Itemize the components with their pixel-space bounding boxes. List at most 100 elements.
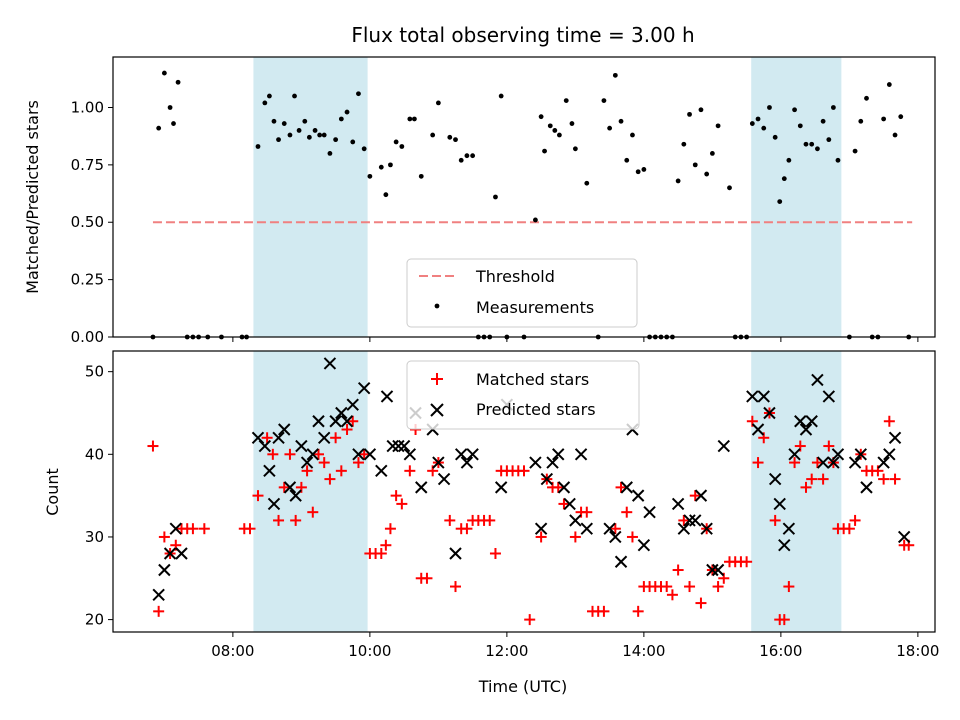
measurement-point: [864, 95, 869, 101]
predicted-star-point: [773, 497, 786, 511]
matched-stars-series: [147, 407, 915, 626]
measurement-point: [493, 194, 498, 200]
predicted-star-point: [392, 439, 405, 453]
matched-star-point: [273, 514, 285, 526]
measurement-point: [820, 118, 826, 124]
predicted-star-point: [689, 514, 702, 527]
predicted-star-point: [494, 481, 508, 494]
measurement-point: [393, 139, 399, 145]
measurement-point: [584, 180, 590, 186]
shaded-interval-2: [751, 57, 842, 337]
predicted-star-point: [289, 489, 302, 502]
matched-star-point: [252, 490, 264, 502]
measurement-point: [803, 141, 809, 147]
measurement-point: [681, 141, 687, 147]
measurement-point: [327, 150, 333, 156]
matched-star-point: [615, 481, 627, 493]
predicted-star-point: [603, 522, 616, 535]
predicted-star-point: [263, 464, 276, 478]
predicted-star-point: [860, 481, 873, 494]
matched-star-point: [244, 523, 256, 535]
predicted-star-point: [380, 390, 394, 403]
measurement-point: [458, 157, 464, 163]
predicted-star-point: [415, 481, 428, 494]
matched-star-point: [817, 473, 829, 485]
matched-star-point: [598, 605, 610, 617]
matched-star-point: [324, 473, 336, 485]
predicted-star-point: [272, 431, 285, 444]
matched-star-point: [569, 531, 581, 543]
measurement-point: [542, 148, 547, 154]
measurement-point: [312, 128, 318, 133]
measurement-point: [430, 132, 436, 138]
measurement-point: [709, 150, 715, 156]
measurement-point: [333, 137, 339, 143]
predicted-star-point: [569, 514, 582, 527]
measurement-point: [317, 132, 323, 138]
measurement-point: [338, 116, 344, 122]
matched-star-point: [347, 415, 359, 427]
measurement-point: [687, 111, 692, 117]
bottom-y-tick-label: 40: [85, 445, 104, 463]
measurement-point: [267, 93, 272, 99]
measurement-point: [715, 123, 721, 129]
measurement-point: [321, 132, 327, 138]
predicted-star-point: [794, 415, 807, 428]
matched-star-point: [524, 614, 536, 626]
predicted-star-point: [822, 390, 836, 403]
measurement-point: [547, 123, 553, 129]
measurement-point: [302, 118, 308, 124]
matched-star-point: [267, 448, 279, 460]
predicted-star-point: [816, 456, 830, 469]
measurement-point: [692, 162, 698, 168]
measurement-point: [552, 128, 558, 133]
matched-star-point: [335, 465, 347, 477]
matched-star-point: [352, 457, 364, 469]
matched-star-point: [789, 457, 801, 469]
predicted-star-point: [251, 431, 265, 444]
matched-star-point: [313, 448, 324, 460]
bottom-y-tick-label: 30: [85, 528, 104, 546]
measurement-point: [498, 93, 504, 99]
measurement-point: [262, 100, 268, 106]
predicted-star-point: [312, 415, 325, 428]
predicted-star-point: [620, 481, 633, 494]
matched-star-point: [450, 581, 461, 593]
measurement-point: [533, 217, 538, 223]
measurement-point: [781, 176, 787, 182]
measurement-point: [175, 79, 181, 85]
measurement-point: [881, 116, 887, 122]
measurement-point: [276, 137, 281, 143]
shaded-interval-2: [751, 351, 842, 632]
matched-star-point: [689, 490, 701, 502]
matched-star-point: [632, 605, 644, 617]
measurement-point: [852, 148, 858, 154]
matched-star-point: [307, 506, 319, 518]
measurement-point: [538, 114, 544, 120]
bottom-y-tick-label: 50: [85, 363, 104, 381]
measurement-point: [161, 70, 167, 76]
matched-star-point: [489, 547, 501, 559]
measurement-point: [388, 162, 393, 168]
predicted-star-point: [329, 415, 342, 428]
measurement-point: [412, 116, 417, 122]
predicted-star-point: [278, 423, 291, 436]
predicted-star-point: [811, 373, 824, 387]
measurement-point: [435, 100, 441, 106]
predicted-star-point: [694, 489, 708, 502]
predicted-star-point: [717, 439, 730, 453]
predicted-star-point: [318, 431, 331, 444]
matched-star-point: [661, 581, 673, 593]
matched-star-point: [421, 572, 433, 584]
matched-star-point: [552, 481, 564, 493]
matched-star-point: [769, 514, 781, 526]
predicted-star-point: [340, 415, 354, 428]
predicted-star-point: [637, 539, 651, 552]
top-legend-box: [406, 258, 638, 328]
matched-star-point: [484, 514, 496, 526]
measurement-point: [675, 178, 681, 184]
predicted-star-point: [432, 456, 445, 469]
top-x-axis-ticks: [232, 337, 919, 342]
measurement-point: [453, 137, 458, 143]
matched-star-point: [889, 473, 901, 485]
